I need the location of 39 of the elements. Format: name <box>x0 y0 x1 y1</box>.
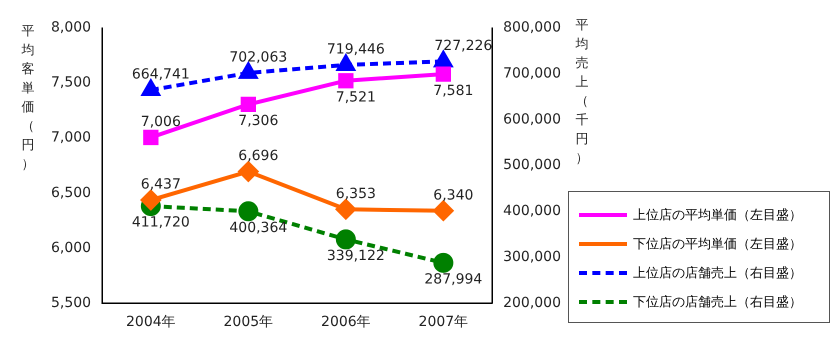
legend-label: 下位店の平均単価（左目盛） <box>633 236 802 252</box>
legend-label: 上位店の店舗売上（右目盛） <box>633 264 802 282</box>
y2-tick-label: 300,000 <box>503 248 562 265</box>
legend-label: 上位店の平均単価（左目盛） <box>633 206 802 224</box>
data-label: 6,340 <box>433 187 474 204</box>
data-label: 7,521 <box>336 89 376 106</box>
data-label: 411,720 <box>132 214 190 231</box>
x-tick-label: 2005年 <box>224 314 274 330</box>
x-tick-label: 2006年 <box>321 314 371 330</box>
data-label: 400,364 <box>229 220 288 236</box>
data-label: 727,226 <box>434 38 492 54</box>
y-tick-label: 6,500 <box>50 184 92 201</box>
y-tick-label: 8,000 <box>50 20 92 36</box>
y2-tick-label: 800,000 <box>503 20 562 36</box>
data-label: 7,306 <box>238 113 278 130</box>
y-tick-label: 5,500 <box>50 294 92 311</box>
data-label: 287,994 <box>424 271 482 288</box>
legend-label: 下位店の店舗売上（右目盛） <box>633 294 802 310</box>
data-label: 7,006 <box>140 114 181 130</box>
data-label: 6,353 <box>336 186 376 202</box>
y2-tick-label: 600,000 <box>503 111 562 128</box>
data-label: 702,063 <box>229 50 288 66</box>
y2-tick-label: 500,000 <box>503 157 562 174</box>
y-tick-label: 7,500 <box>50 74 92 91</box>
y-tick-label: 6,000 <box>50 240 92 256</box>
y2-tick-label: 700,000 <box>503 66 562 82</box>
data-label: 339,122 <box>326 248 385 264</box>
y-tick-label: 7,000 <box>50 130 92 146</box>
x-tick-label: 2007年 <box>418 314 468 330</box>
data-label: 6,696 <box>238 148 278 164</box>
data-label: 664,741 <box>132 66 190 83</box>
y2-tick-label: 400,000 <box>503 203 562 220</box>
data-label: 7,581 <box>433 82 474 99</box>
y-axis-title: 平均客単価（円） <box>20 23 36 174</box>
data-label: 6,437 <box>140 176 181 193</box>
y2-axis-title: 平均売上（千円） <box>574 17 590 168</box>
x-tick-label: 2004年 <box>126 314 176 330</box>
y2-tick-label: 200,000 <box>503 294 562 311</box>
data-label: 719,446 <box>326 42 385 58</box>
